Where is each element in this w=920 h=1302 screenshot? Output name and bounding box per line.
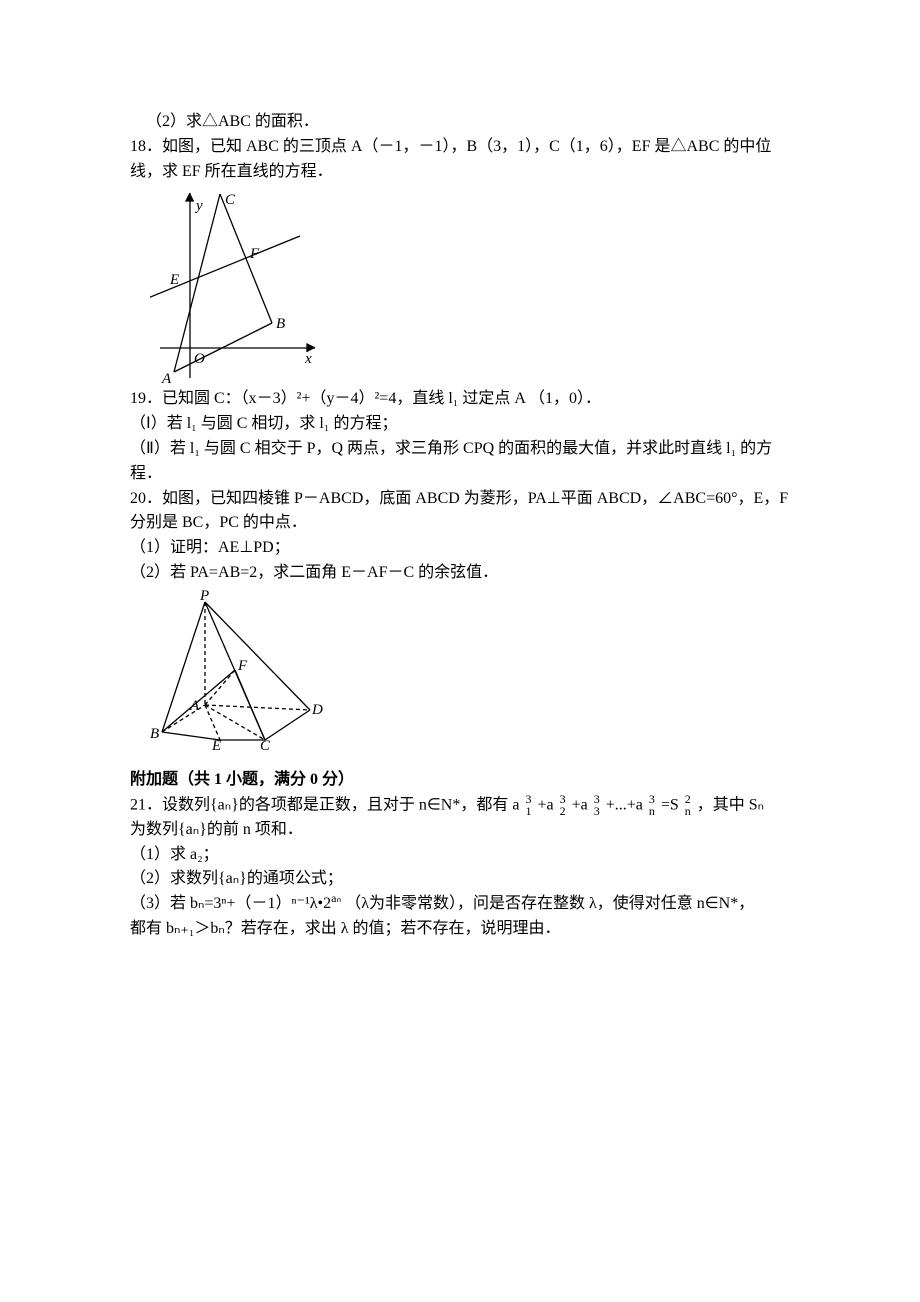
q19-part2: （Ⅱ）若 l₁ 与圆 C 相交于 P，Q 两点，求三角形 CPQ 的面积的最大值… xyxy=(130,437,790,487)
q21-mid3: +...+a xyxy=(606,796,647,813)
svg-text:P: P xyxy=(199,590,209,604)
svg-text:x: x xyxy=(304,351,312,367)
q20-figure: P B E C D A F xyxy=(150,590,325,750)
two-exp: aₙ xyxy=(331,891,341,905)
svg-text:E: E xyxy=(211,738,221,750)
page-container: （2）求△ABC 的面积． 18．如图，已知 ABC 的三顶点 A（－1，－1）… xyxy=(0,0,920,1002)
a3-cubed: 33 xyxy=(594,793,600,818)
q21-mid2: +a xyxy=(572,796,592,813)
q18-figure: y x O A B C E F xyxy=(150,188,325,383)
sn-squared: 2n xyxy=(685,793,691,818)
q21-part1: （1）求 a₂； xyxy=(130,843,790,868)
svg-text:B: B xyxy=(150,726,159,742)
svg-text:C: C xyxy=(260,738,271,750)
q20-part2: （2）若 PA=AB=2，求二面角 E－AF－C 的余弦值． xyxy=(130,561,790,586)
q21-part3-suffix: （λ为非零常数），问是否存在整数 λ，使得对任意 n∈N*， xyxy=(345,895,754,912)
bonus-heading: 附加题（共 1 小题，满分 0 分） xyxy=(130,768,790,793)
q19-stem: 19．已知圆 C：（x－3）²+（y－4）²=4，直线 l₁ 过定点 A （1，… xyxy=(130,387,790,412)
svg-text:F: F xyxy=(249,246,260,262)
q21-stem-prefix: 21．设数列{aₙ}的各项都是正数，且对于 n∈N*，都有 a xyxy=(130,796,523,813)
q17-part2: （2）求△ABC 的面积． xyxy=(130,110,790,135)
q21-mid4: =S xyxy=(661,796,683,813)
q21-stem-line1: 21．设数列{aₙ}的各项都是正数，且对于 n∈N*，都有 a 31 +a 32… xyxy=(130,793,790,818)
svg-text:A: A xyxy=(161,371,172,383)
two-base: 2 xyxy=(323,895,331,912)
q21-part3-prefix: （3）若 bₙ=3ⁿ+（－1）ⁿ⁻¹λ• xyxy=(130,895,323,912)
svg-text:E: E xyxy=(169,272,179,288)
svg-text:B: B xyxy=(276,316,285,332)
q19-part1: （Ⅰ）若 l₁ 与圆 C 相切，求 l₁ 的方程； xyxy=(130,412,790,437)
svg-text:C: C xyxy=(225,192,236,208)
q21-part2: （2）求数列{aₙ}的通项公式； xyxy=(130,867,790,892)
svg-text:D: D xyxy=(311,702,323,718)
q21-stem-line2: 为数列{aₙ}的前 n 项和． xyxy=(130,818,790,843)
svg-text:O: O xyxy=(194,351,205,367)
svg-text:F: F xyxy=(237,658,248,674)
q20-part1: （1）证明：AE⊥PD； xyxy=(130,536,790,561)
an-cubed: 3n xyxy=(649,793,655,818)
q21-suffix: ，其中 Sₙ xyxy=(697,796,764,813)
q21-part3-line1: （3）若 bₙ=3ⁿ+（－1）ⁿ⁻¹λ•2aₙ （λ为非零常数），问是否存在整数… xyxy=(130,892,790,917)
q21-mid1: +a xyxy=(537,796,557,813)
svg-text:y: y xyxy=(194,198,203,214)
q20-stem: 20．如图，已知四棱锥 P－ABCD，底面 ABCD 为菱形，PA⊥平面 ABC… xyxy=(130,487,790,537)
q21-part3-line2: 都有 bₙ₊₁＞bₙ？若存在，求出 λ 的值；若不存在，说明理由． xyxy=(130,917,790,942)
a2-cubed: 32 xyxy=(560,793,566,818)
a1-cubed: 31 xyxy=(525,793,531,818)
svg-text:A: A xyxy=(189,698,200,714)
q18-stem: 18．如图，已知 ABC 的三顶点 A（－1，－1），B（3，1），C（1，6）… xyxy=(130,135,790,185)
